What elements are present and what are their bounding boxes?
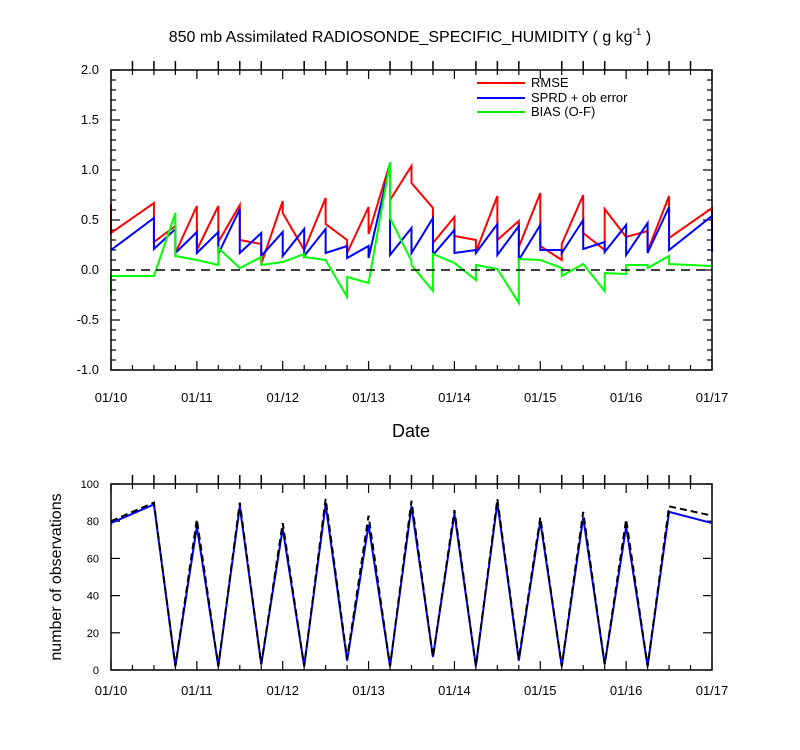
top-y-tick-label: 1.5	[81, 112, 99, 127]
bottom-x-tick-label: 01/14	[438, 683, 471, 698]
bottom-x-tick-label: 01/11	[181, 683, 213, 698]
top-x-tick-label: 01/12	[266, 390, 299, 405]
top-x-tick-label: 01/10	[95, 390, 128, 405]
legend-label-sprd: SPRD + ob error	[531, 90, 628, 105]
top-x-tick-label: 01/14	[438, 390, 471, 405]
bottom-series-used	[110, 502, 713, 667]
chart-title: 850 mb Assimilated RADIOSONDE_SPECIFIC_H…	[169, 27, 652, 46]
bottom-x-tick-label: 01/12	[266, 683, 299, 698]
top-x-tick-labels: 01/10 01/11 01/12 01/13 01/14 01/15 01/16 01/17	[95, 390, 729, 405]
bottom-x-tick-label: 01/16	[610, 683, 643, 698]
top-y-tick-label: 1.0	[81, 162, 99, 177]
top-x-tick-label: 01/11	[181, 390, 213, 405]
top-x-tick-label: 01/16	[610, 390, 643, 405]
top-y-tick-label: 2.0	[81, 62, 99, 77]
top-axis-ticks	[110, 61, 713, 371]
top-series	[110, 161, 713, 307]
top-y-tick-label: 0.0	[81, 262, 99, 277]
bottom-x-tick-label: 01/17	[696, 683, 729, 698]
top-y-tick-label: -1.0	[77, 362, 99, 377]
legend: RMSE SPRD + ob error BIAS (O-F)	[477, 75, 628, 119]
top-series-rmse	[110, 162, 713, 265]
bottom-x-tick-label: 01/10	[95, 683, 128, 698]
bottom-y-tick-label: 60	[87, 553, 99, 565]
top-y-tick-label: 0.5	[81, 212, 99, 227]
bottom-y-tick-label: 0	[93, 665, 99, 677]
y-axis-title-observations: number of observations	[48, 493, 65, 660]
chart-title-exponent: -1	[633, 27, 642, 38]
bottom-x-tick-labels: 01/10 01/11 01/12 01/13 01/14 01/15 01/16 01/17	[95, 683, 729, 698]
bottom-y-tick-label: 40	[87, 591, 99, 603]
top-y-tick-label: -0.5	[77, 312, 99, 327]
top-series-bias-o-f	[110, 161, 713, 307]
bottom-series-possible	[110, 498, 713, 667]
bottom-y-tick-label: 80	[87, 516, 99, 528]
top-panel: -1.0-0.50.00.51.01.52.0 01/10 01/11 01/12 0…	[77, 61, 729, 441]
bottom-x-tick-label: 01/15	[524, 683, 557, 698]
bottom-y-tick-labels: 0 20 40 60 80 100	[81, 479, 99, 677]
bottom-series	[110, 498, 713, 667]
top-plot-frame	[110, 69, 713, 371]
bottom-y-tick-label: 20	[87, 628, 99, 640]
bottom-y-tick-label: 100	[81, 479, 99, 491]
bottom-plot-frame	[110, 483, 713, 671]
chart-title-end: )	[641, 29, 651, 46]
top-y-tick-labels: -1.0 -0.5 0.0 0.5 1.0 1.5 2.0	[77, 62, 99, 377]
chart-title-main: 850 mb Assimilated RADIOSONDE_SPECIFIC_H…	[169, 29, 633, 46]
x-axis-title: Date	[392, 421, 430, 441]
legend-label-bias: BIAS (O-F)	[531, 104, 595, 119]
top-x-tick-label: 01/17	[696, 390, 729, 405]
top-x-tick-label: 01/15	[524, 390, 557, 405]
bottom-x-tick-label: 01/13	[352, 683, 385, 698]
top-x-tick-label: 01/13	[352, 390, 385, 405]
legend-label-rmse: RMSE	[531, 75, 569, 90]
top-series-sprd-ob-error	[110, 163, 713, 264]
